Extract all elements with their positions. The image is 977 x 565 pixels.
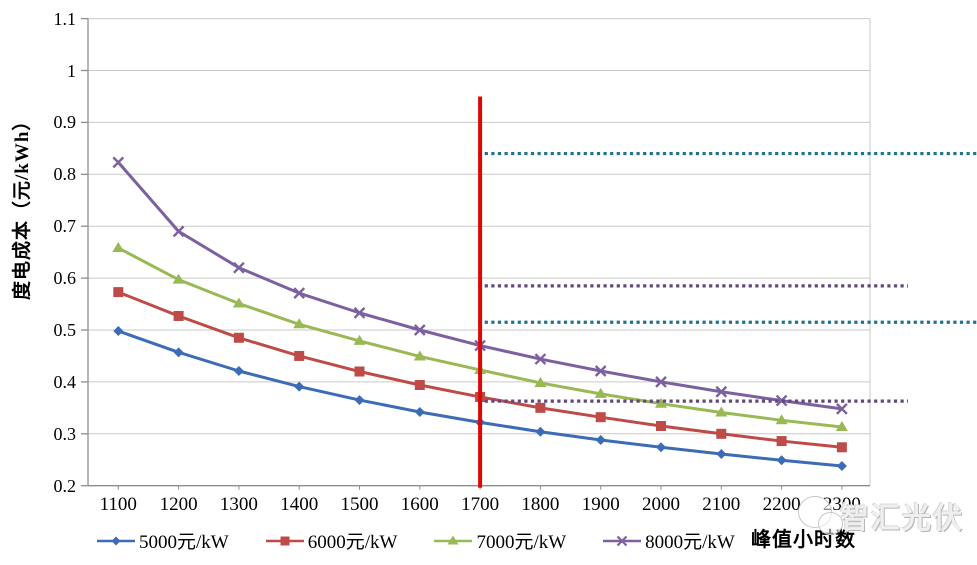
series-marker-8000元/kW [836,403,848,415]
series-marker-7000元/kW [293,318,306,329]
y-tick-label: 0.5 [53,320,77,340]
legend: 5000元/kW 6000元/kW 7000元/kW 8000元/kW [96,527,735,554]
x-axis-title: 峰值小时数 [751,529,856,551]
series-marker-5000元/kW [233,366,244,377]
y-tick-label: 0.2 [53,475,77,496]
y-tick-label: 0.8 [53,164,77,185]
series-marker-5000元/kW [113,326,124,337]
x-tick-label: 1100 [99,493,137,515]
series-marker-7000元/kW [112,241,125,252]
series-marker-6000元/kW [233,332,244,343]
series-marker-7000元/kW [594,387,607,398]
legend-item-6000元/kW: 6000元/kW [265,527,398,554]
series-marker-7000元/kW [835,421,848,432]
series-marker-6000元/kW [595,412,606,423]
series-marker-8000元/kW [112,156,125,169]
x-tick-label: 2100 [702,493,741,515]
series-marker-5000元/kW [294,381,305,392]
legend-marker-square-icon [265,536,304,545]
series-marker-6000元/kW [354,366,365,377]
series-marker-7000元/kW [775,414,788,425]
series-marker-6000元/kW [716,428,727,439]
series-marker-8000元/kW [413,324,426,336]
series-marker-5000元/kW [354,395,365,406]
series-marker-5000元/kW [776,455,787,466]
x-tick-label: 1600 [400,493,439,515]
series-marker-7000元/kW [353,334,366,345]
x-tick-label: 1700 [461,493,500,515]
legend-item-7000元/kW: 7000元/kW [433,527,566,554]
y-tick-label: 0.6 [53,268,77,289]
x-tick-label: 1900 [581,493,620,515]
series-marker-6000元/kW [776,436,787,447]
series-marker-6000元/kW [113,287,124,298]
x-tick-label: 1200 [159,493,198,515]
legend-label: 8000元/kW [645,532,735,553]
series-marker-7000元/kW [413,350,426,361]
legend-item-5000元/kW: 5000元/kW [96,527,229,554]
legend-label: 5000元/kW [139,532,229,553]
y-tick-label: 1 [67,60,76,81]
series-marker-6000元/kW [294,350,305,361]
series-marker-8000元/kW [233,261,245,274]
series-marker-7000元/kW [655,397,667,408]
series-marker-7000元/kW [534,376,547,387]
series-marker-7000元/kW [232,297,245,308]
y-tick-label: 0.7 [53,216,77,237]
x-tick-label: 2000 [642,493,680,515]
legend-marker-diamond-icon [97,536,135,545]
series-marker-5000元/kW [595,435,606,446]
series-marker-6000元/kW [414,380,425,391]
y-tick-label: 0.3 [53,423,77,444]
series-marker-8000元/kW [534,353,547,365]
series-marker-6000元/kW [836,442,847,453]
series-marker-5000元/kW [414,407,425,418]
series-marker-5000元/kW [535,426,546,437]
legend-label: 7000元/kW [476,532,567,553]
y-tick-label: 0.9 [53,112,77,133]
series-marker-5000元/kW [173,347,184,358]
legend-marker-triangle-icon [434,535,473,544]
x-tick-label: 2200 [762,493,801,515]
series-marker-5000元/kW [656,442,666,453]
series-marker-5000元/kW [836,460,847,471]
x-tick-label: 1800 [521,493,560,515]
y-tick-label: 1.1 [53,8,77,29]
legend-marker-x-icon [603,535,642,546]
series-marker-6000元/kW [656,421,666,432]
series-marker-6000元/kW [535,402,546,413]
series-marker-8000元/kW [715,385,728,398]
x-tick-label: 1300 [219,493,258,515]
legend-label: 6000元/kW [307,532,398,553]
x-tick-label: 1400 [280,493,319,515]
series-marker-8000元/kW [293,287,306,299]
series-marker-5000元/kW [716,449,727,460]
x-tick-label: 2300 [822,493,861,515]
series-marker-8000元/kW [172,225,185,238]
series-marker-8000元/kW [775,394,788,407]
series-marker-8000元/kW [594,365,607,377]
series-marker-8000元/kW [655,376,667,388]
series-marker-7000元/kW [172,273,185,284]
y-tick-label: 0.4 [53,371,77,392]
series-marker-8000元/kW [353,307,366,319]
series-marker-7000元/kW [715,406,728,417]
series-marker-6000元/kW [173,310,184,321]
x-tick-label: 1500 [340,493,379,515]
legend-item-8000元/kW: 8000元/kW [602,527,735,554]
